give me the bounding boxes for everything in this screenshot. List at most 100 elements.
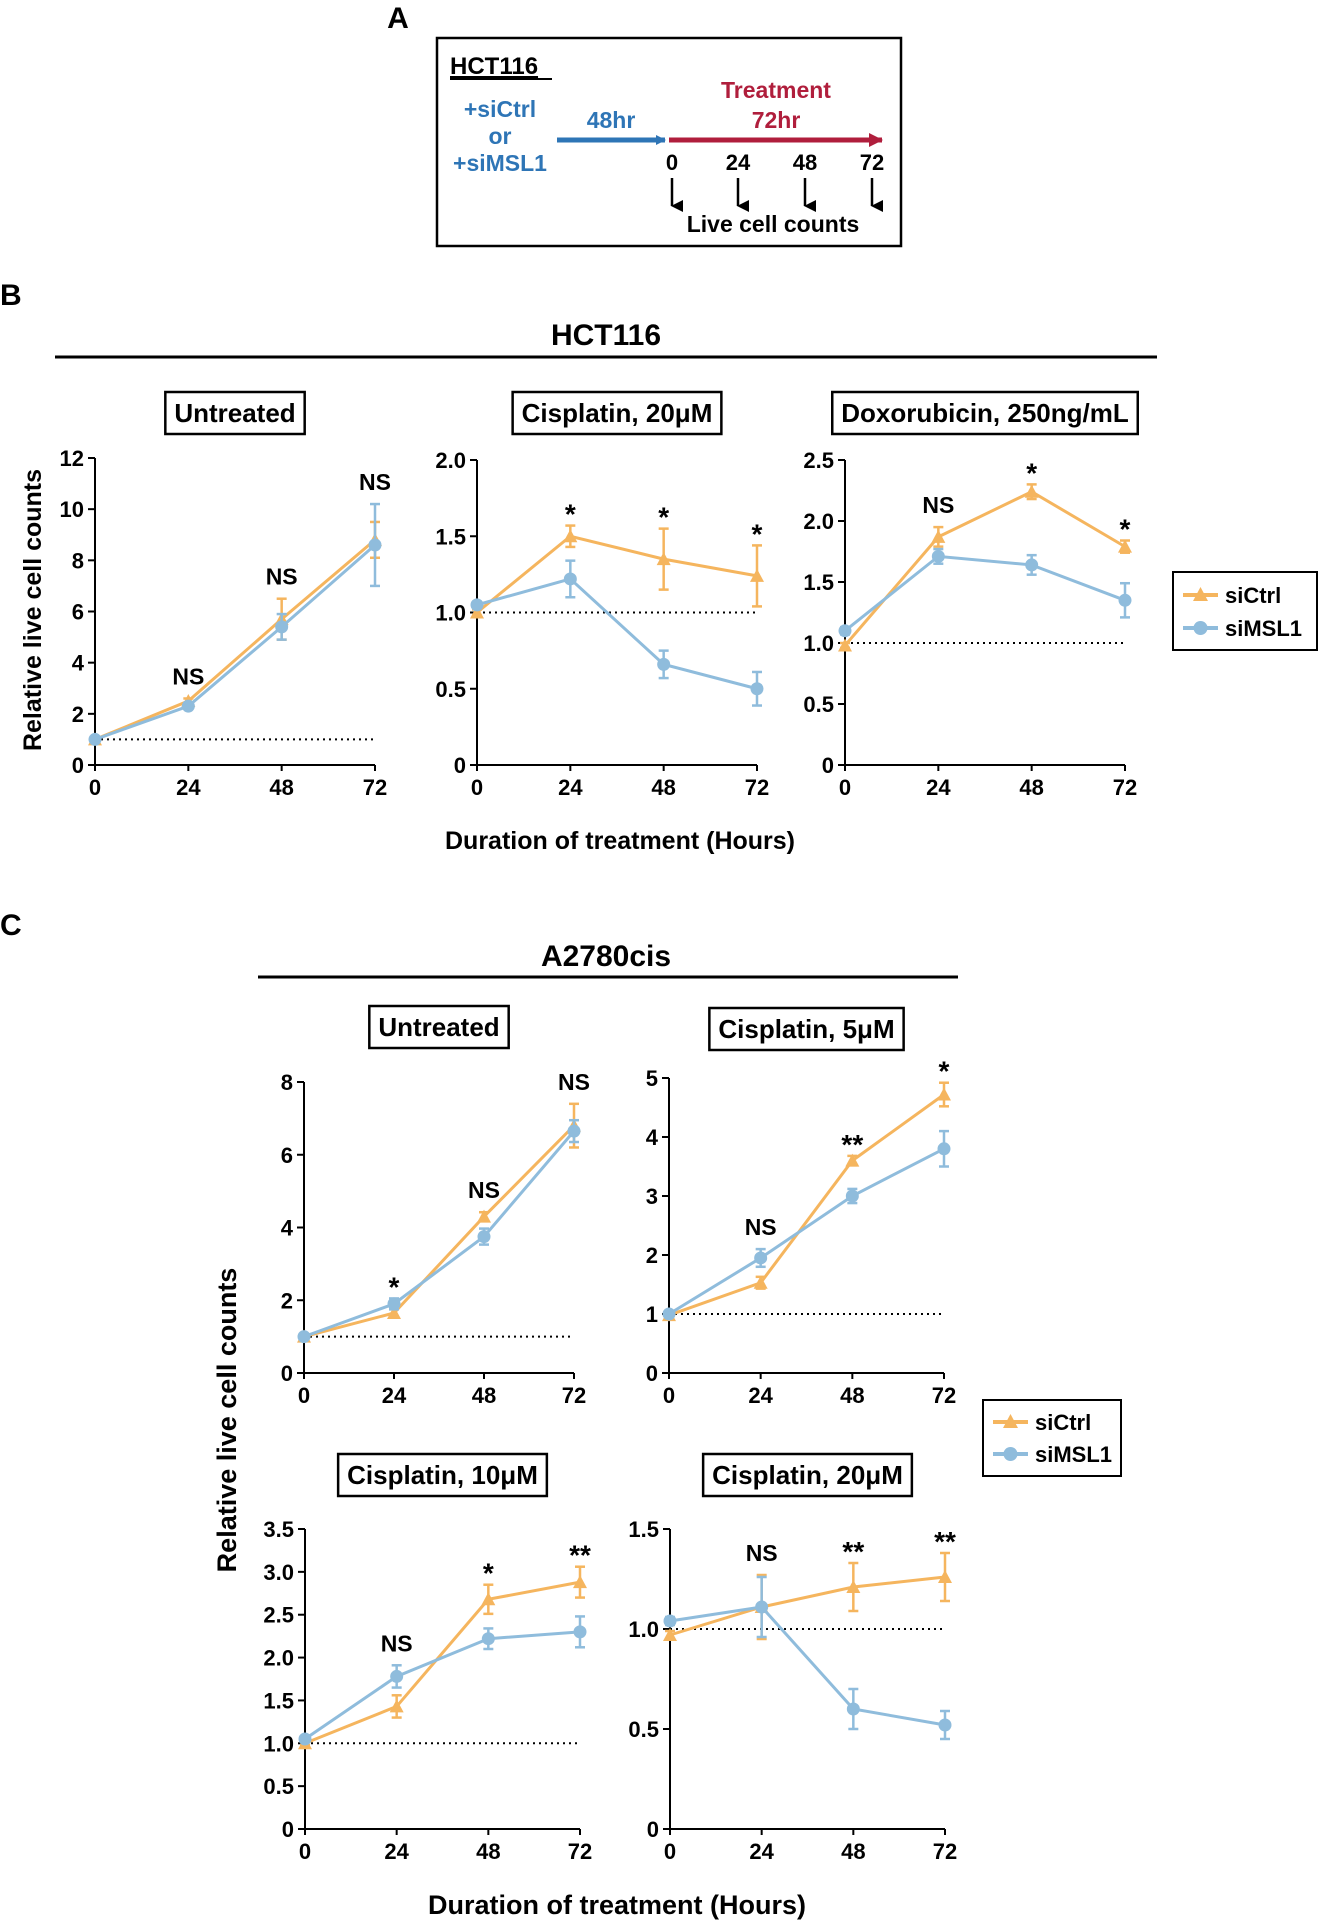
data-point-circle [1025, 558, 1039, 572]
series-siMSL1 [298, 1615, 587, 1746]
y-tick-label: 2 [281, 1288, 293, 1313]
x-tick-label: 0 [89, 775, 101, 800]
panel-c-xlabel: Duration of treatment (Hours) [428, 1890, 806, 1920]
x-tick-label: 0 [299, 1839, 311, 1864]
y-tick-label: 0 [281, 1361, 293, 1386]
x-tick-label: 72 [1113, 775, 1137, 800]
data-point-triangle [937, 1087, 951, 1101]
series-siCtrl [663, 1551, 952, 1641]
chart-title-box [708, 1006, 905, 1052]
significance-label: NS [266, 564, 298, 590]
data-point-circle [387, 1297, 401, 1311]
series-line [844, 554, 1126, 632]
y-tick-label: 8 [72, 548, 84, 573]
series-line [668, 1093, 945, 1317]
y-tick-label: 5 [646, 1066, 658, 1091]
data-point-circle [470, 598, 484, 612]
chart-title-box [336, 1452, 549, 1498]
y-tick-label: 8 [281, 1070, 293, 1095]
chart-2: Cisplatin, 20μM 0 0.5 1.0 1.5 2.0 0 24 48 72 * * * [435, 390, 769, 800]
series-siMSL1 [88, 502, 382, 746]
y-tick-label: 2.5 [263, 1603, 294, 1628]
y-tick-label: 10 [60, 497, 84, 522]
significance-label: * [565, 499, 576, 530]
chart-7: Cisplatin, 20μM 0 0.5 1.0 1.5 0 24 48 72 NS ** ** [628, 1452, 957, 1864]
x-tick-label: 72 [745, 775, 769, 800]
x-tick-label: 72 [363, 775, 387, 800]
chart-6: Cisplatin, 10μM 0 0.5 1.0 1.5 2.0 2.5 3.0 3.5 0 24… [263, 1452, 592, 1864]
significance-label: * [483, 1558, 494, 1589]
panel-c: C A2780cis Duration of treatment (Hours)… [0, 909, 1122, 1920]
data-point-circle [931, 549, 945, 563]
significance-label: NS [558, 1069, 590, 1095]
panel-b-legend: siCtrl siMSL1 [1172, 571, 1318, 651]
panel-c-letter: C [0, 909, 22, 942]
significance-label: ** [841, 1129, 863, 1160]
panel-b-xlabel: Duration of treatment (Hours) [445, 827, 795, 855]
x-tick-label: 0 [298, 1383, 310, 1408]
y-tick-label: 4 [72, 651, 85, 676]
y-tick-label: 0.5 [628, 1717, 659, 1742]
significance-label: ** [842, 1536, 864, 1567]
significance-label: * [658, 502, 669, 533]
significance-label: NS [746, 1540, 778, 1566]
significance-label: NS [745, 1214, 777, 1240]
data-point-triangle [846, 1580, 861, 1593]
data-point-circle [88, 732, 102, 746]
panel-c-legend: siCtrl siMSL1 [982, 1399, 1122, 1477]
series-line [843, 490, 1126, 647]
data-point-triangle [845, 1153, 860, 1167]
series-line [94, 538, 376, 741]
chart-title-box [368, 1004, 510, 1050]
schematic-simsl1: +siMSL1 [453, 150, 547, 176]
x-tick-label: 0 [663, 1383, 675, 1408]
chart-title: Doxorubicin, 250ng/mL [841, 398, 1129, 428]
chart-3: Doxorubicin, 250ng/mL 0 0.5 1.0 1.5 2.0 2.5 0 24… [803, 390, 1139, 800]
x-tick-label: 72 [932, 1383, 956, 1408]
y-tick-label: 0.5 [435, 677, 466, 702]
circle-marker-icon [1003, 1447, 1018, 1461]
data-point-triangle [656, 552, 671, 566]
x-tick-label: 24 [748, 1383, 773, 1408]
data-point-triangle [387, 1305, 401, 1319]
y-tick-label: 2.0 [803, 509, 834, 534]
data-point-triangle [573, 1575, 587, 1589]
legend-label-simsl1: siMSL1 [1225, 616, 1302, 641]
series-line [669, 1575, 946, 1637]
data-point-circle [181, 699, 195, 713]
significance-label: * [1026, 457, 1037, 488]
timepoint-label: 0 [666, 150, 678, 175]
x-tick-label: 0 [471, 775, 483, 800]
data-point-triangle [938, 1570, 952, 1583]
y-tick-label: 1.5 [628, 1517, 659, 1542]
data-point-circle [845, 1189, 859, 1203]
panel-a: A HCT116 +siCtrl or +siMSL1 48hr Treatme… [387, 2, 903, 248]
schematic-treatment: Treatment [721, 77, 831, 103]
y-tick-label: 1.5 [435, 524, 466, 549]
y-tick-label: 0 [282, 1817, 294, 1842]
significance-label: * [752, 518, 763, 549]
significance-label: NS [172, 663, 204, 689]
data-point-triangle [931, 529, 946, 543]
x-tick-label: 48 [476, 1839, 500, 1864]
y-tick-label: 3 [646, 1184, 658, 1209]
x-tick-label: 48 [651, 775, 675, 800]
series-siMSL1 [663, 1575, 952, 1741]
significance-label: NS [381, 1630, 413, 1656]
data-point-triangle [1024, 484, 1039, 498]
y-tick-label: 6 [72, 600, 84, 625]
chart-title: Cisplatin, 10μM [347, 1460, 538, 1490]
schematic-cell-line: HCT116 [450, 53, 538, 80]
data-point-circle [663, 1614, 677, 1628]
timepoint-label: 48 [793, 150, 817, 175]
legend-label-sictrl: siCtrl [1225, 583, 1281, 608]
significance-label: * [939, 1056, 950, 1087]
chart-title: Untreated [378, 1012, 499, 1042]
significance-label: ** [569, 1540, 591, 1571]
y-tick-label: 0 [822, 753, 834, 778]
panel-b-title: HCT116 [551, 319, 661, 352]
